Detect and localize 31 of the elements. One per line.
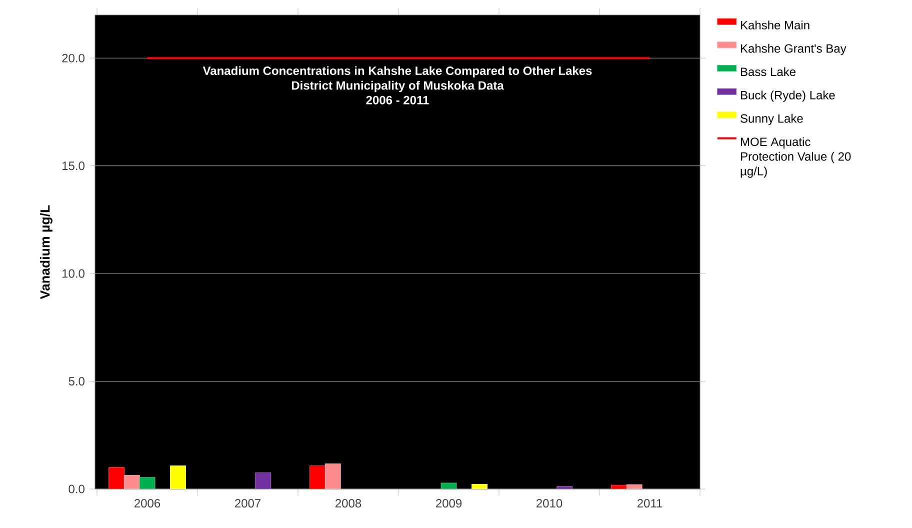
y-tick-label: 10.0: [62, 269, 84, 278]
bar: [626, 484, 642, 489]
bar: [324, 464, 341, 489]
x-tick-label: 2009: [436, 499, 462, 508]
y-tick-label: 5.0: [68, 377, 84, 386]
y-tick-label: 20.0: [62, 54, 84, 62]
y-tick-label: 0.0: [68, 484, 84, 494]
bar: [170, 465, 186, 489]
bar: [310, 465, 326, 489]
x-tick-label: 2006: [134, 499, 160, 508]
y-axis-title: Vanadium µg/L: [40, 205, 52, 300]
legend-label: MOE Aquatic Protection Value ( 20 µg/L): [740, 137, 851, 178]
y-tick-label: 15.0: [62, 162, 84, 170]
bar: [472, 484, 488, 489]
legend-label: Sunny Lake: [740, 114, 803, 126]
legend-label: Kahshe Grant's Bay: [741, 44, 846, 56]
x-tick-label: 2011: [637, 499, 662, 508]
text: Vanadium Concentrations in Kahshe Lake Compared to Other Lakes: [202, 66, 592, 78]
x-tick-label: 2007: [235, 499, 260, 508]
bar: [124, 475, 140, 489]
bar: [611, 484, 627, 489]
text: District Municipality of Muskoka Data: [292, 80, 504, 92]
x-tick-label: 2008: [336, 499, 362, 508]
legend-label: Buck (Ryde) Lake: [741, 90, 835, 102]
annotation: 2006 - 2011: [366, 96, 429, 104]
bar: [139, 477, 156, 489]
bar: [440, 482, 457, 489]
bar: [108, 467, 124, 489]
legend-label: Bass Lake: [741, 67, 796, 76]
legend-label: Kahshe Main: [741, 20, 810, 30]
x-tick-label: 2010: [536, 499, 562, 508]
